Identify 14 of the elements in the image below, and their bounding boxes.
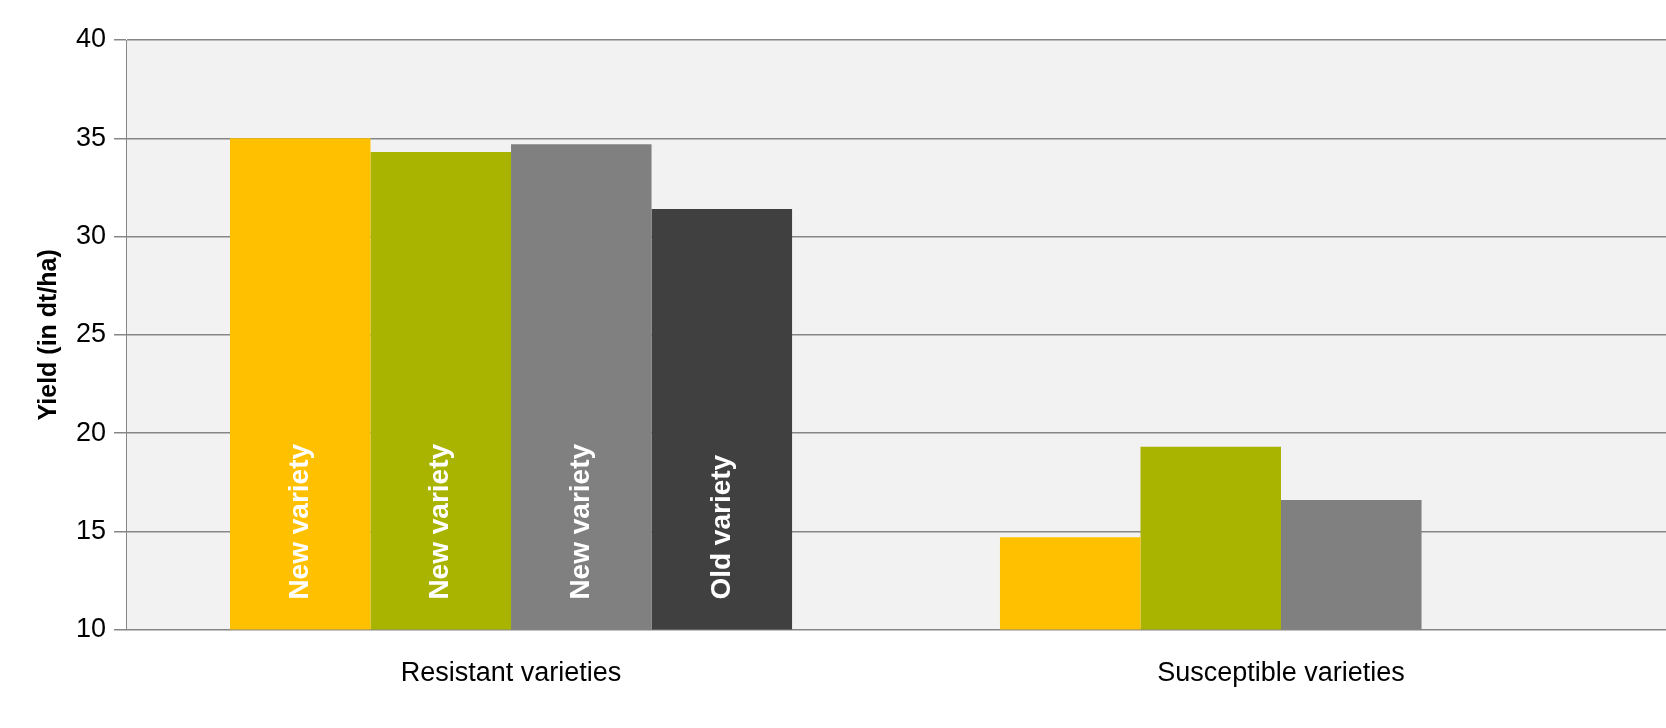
series-label: New variety bbox=[564, 443, 595, 600]
y-tick-label: 35 bbox=[75, 121, 107, 152]
y-tick-label: 10 bbox=[75, 613, 107, 644]
series-label: New variety bbox=[282, 443, 314, 600]
y-tick-label: 20 bbox=[75, 416, 107, 447]
y-tick-label: 40 bbox=[75, 23, 107, 54]
series-label: Old variety bbox=[704, 454, 736, 600]
x-tick-label: Resistant varieties bbox=[400, 657, 622, 688]
y-axis-title: Yield (in dt/ha) bbox=[32, 249, 61, 421]
y-tick-label: 15 bbox=[75, 514, 107, 545]
y-tick-label: 30 bbox=[75, 219, 107, 250]
series-label: New variety bbox=[423, 443, 455, 600]
y-tick-label: 25 bbox=[75, 318, 107, 349]
x-tick-label: Susceptible varieties bbox=[1157, 657, 1405, 688]
